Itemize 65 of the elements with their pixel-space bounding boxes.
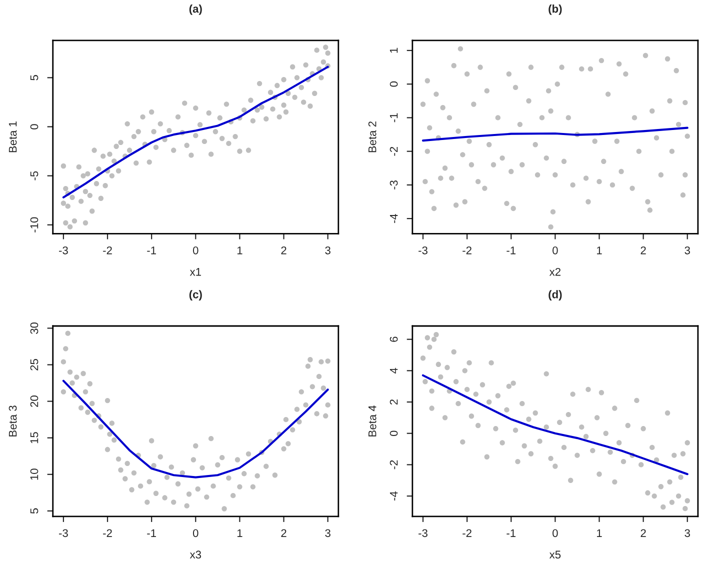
y-tick-label: 20 — [30, 396, 38, 407]
y-tick-label: -2 — [390, 460, 398, 470]
x-tick-label: -3 — [59, 246, 68, 254]
chart-title: (a) — [189, 4, 202, 15]
x-axis-title: x1 — [190, 268, 201, 276]
y-axis-title: Beta 1 — [8, 122, 17, 152]
x-tick-label: 3 — [325, 246, 330, 254]
chart-title: (c) — [189, 290, 202, 301]
y-tick-label: 1 — [390, 48, 398, 53]
x-tick-label: -1 — [506, 246, 516, 254]
y-tick-label: -1 — [390, 113, 398, 122]
x-tick-label: -2 — [103, 246, 112, 254]
x-tick-label: -3 — [418, 246, 428, 254]
chart-title: (b) — [548, 4, 562, 15]
x-tick-label: -3 — [59, 529, 68, 538]
x-tick-label: -2 — [462, 246, 472, 254]
line-series — [422, 374, 688, 476]
x-tick-label: 2 — [281, 246, 286, 254]
x-tick-label: 2 — [640, 529, 646, 537]
y-tick-label: 0 — [390, 81, 398, 87]
y-axis-title: Beta 2 — [368, 122, 376, 152]
y-tick-label: 10 — [30, 468, 38, 480]
y-tick-label: -2 — [390, 146, 398, 156]
y-tick-label: 5 — [30, 75, 38, 80]
x-tick-label: 1 — [597, 529, 602, 537]
y-axis-title: Beta 3 — [8, 406, 17, 436]
chart-title: (d) — [548, 290, 562, 301]
x-tick-label: -2 — [103, 529, 112, 537]
x-tick-label: 3 — [684, 529, 690, 538]
x-tick-label: 2 — [281, 529, 286, 537]
y-tick-label: -3 — [390, 180, 398, 190]
x-tick-label: 0 — [192, 529, 198, 538]
x-tick-label: 3 — [684, 246, 690, 254]
x-tick-label: 1 — [237, 529, 242, 537]
x-tick-label: 0 — [552, 529, 558, 538]
y-tick-label: 15 — [30, 432, 38, 444]
x-tick-label: -3 — [418, 529, 428, 538]
y-axis-title: Beta 4 — [368, 405, 376, 436]
x-tick-label: 1 — [237, 246, 242, 254]
y-tick-label: -5 — [30, 171, 38, 180]
x-axis-title: x3 — [190, 550, 202, 559]
y-tick-label: 0 — [30, 124, 38, 130]
line-series — [422, 126, 688, 142]
y-tick-label: -4 — [390, 491, 398, 500]
x-axis-title: x5 — [549, 550, 561, 559]
x-tick-label: 2 — [640, 246, 646, 254]
line-series — [62, 380, 329, 478]
x-tick-label: 1 — [597, 246, 602, 254]
x-tick-label: -2 — [462, 529, 472, 537]
y-tick-label: 2 — [390, 399, 398, 405]
y-tick-label: 5 — [30, 508, 38, 514]
x-tick-label: 0 — [552, 246, 558, 254]
y-tick-label: 25 — [30, 359, 38, 370]
x-tick-label: 0 — [192, 246, 198, 254]
y-tick-label: -4 — [390, 214, 398, 224]
y-tick-label: 0 — [390, 430, 398, 436]
x-tick-label: -1 — [147, 246, 156, 254]
x-tick-label: -1 — [147, 529, 156, 537]
x-axis-title: x2 — [549, 268, 560, 276]
x-tick-label: -1 — [506, 529, 516, 537]
y-tick-label: 6 — [390, 336, 398, 342]
y-tick-label: 30 — [30, 322, 38, 334]
y-tick-label: 4 — [390, 368, 398, 374]
x-tick-label: 3 — [325, 529, 330, 538]
y-tick-label: -10 — [30, 217, 38, 232]
